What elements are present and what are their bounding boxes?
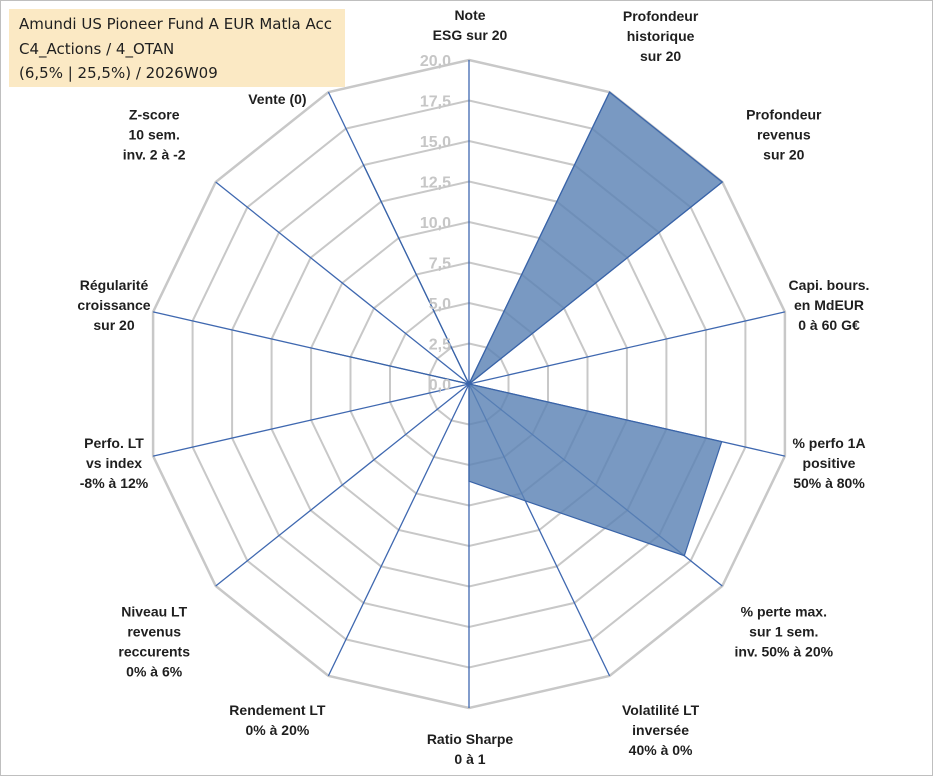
axis-label-4-line-2: 50% à 80% [793, 475, 865, 491]
axis-spoke-9 [215, 383, 470, 587]
axis-label-12-line-2: inv. 2 à -2 [123, 146, 186, 162]
axis-label-6-line-1: inversée [632, 722, 689, 738]
tick-label-8: 20,0 [420, 53, 451, 70]
axis-label-5-line-2: inv. 50% à 20% [735, 644, 834, 660]
axis-label-11-line-1: croissance [77, 297, 150, 313]
axis-label-3-line-1: en MdEUR [794, 297, 864, 313]
axis-label-7: Ratio Sharpe 0 à 1 [427, 731, 514, 767]
axis-label-4-line-1: positive [803, 455, 856, 471]
axis-label-9: Niveau LT revenus reccurents 0% à 6% [118, 604, 190, 680]
axis-label-6: Volatilité LT inversée 40% à 0% [622, 702, 700, 758]
axis-label-2: Profondeur revenus sur 20 [746, 106, 822, 162]
axis-label-10-line-1: vs index [86, 455, 142, 471]
series-layer [326, 91, 724, 557]
tick-label-4: 10,0 [420, 215, 451, 232]
tick-label-3: 7,5 [429, 256, 451, 273]
axis-label-3: Capi. bours. en MdEUR 0 à 60 G€ [789, 277, 870, 333]
axis-spoke-8 [327, 383, 470, 677]
axis-label-12-line-0: Z-score [129, 106, 180, 122]
axis-label-5-line-1: sur 1 sem. [749, 624, 818, 640]
axis-label-9-line-0: Niveau LT [121, 604, 187, 620]
tick-label-0: 0,0 [429, 377, 451, 394]
axis-label-6-line-2: 40% à 0% [629, 742, 693, 758]
chart-title-period: (6,5% | 25,5%) / 2026W09 [19, 64, 218, 82]
chart-title-fund: Amundi US Pioneer Fund A EUR Matla Acc [19, 15, 332, 33]
tick-label-6: 15,0 [420, 134, 451, 151]
axis-label-10-line-2: -8% à 12% [80, 475, 149, 491]
axis-label-5: % perte max. sur 1 sem. inv. 50% à 20% [735, 604, 834, 660]
axis-label-7-line-0: Ratio Sharpe [427, 731, 514, 747]
axis-label-8-line-0: Rendement LT [229, 702, 326, 718]
axis-label-4-line-0: % perfo 1A [792, 435, 865, 451]
axis-label-3-line-2: 0 à 60 G€ [798, 317, 860, 333]
axis-label-5-line-0: % perte max. [741, 604, 827, 620]
axis-label-9-line-2: reccurents [118, 644, 190, 660]
tick-label-2: 5,0 [429, 296, 451, 313]
axis-label-10-line-0: Perfo. LT [84, 435, 144, 451]
tick-label-5: 12,5 [420, 175, 451, 192]
axis-label-9-line-3: 0% à 6% [126, 664, 183, 680]
axis-label-0-line-0: Note [454, 7, 485, 23]
axis-label-3-line-0: Capi. bours. [789, 277, 870, 293]
tick-label-1: 2,5 [429, 337, 451, 354]
axis-label-2-line-1: revenus [757, 126, 811, 142]
axis-label-10: Perfo. LT vs index -8% à 12% [80, 435, 149, 491]
axis-spoke-3 [468, 311, 786, 385]
axis-label-12: Z-score 10 sem. inv. 2 à -2 [123, 106, 186, 162]
axis-label-1-line-2: sur 20 [640, 48, 681, 64]
axis-spoke-10 [152, 383, 470, 457]
axis-label-7-line-1: 0 à 1 [454, 751, 485, 767]
axis-label-12-line-1: 10 sem. [129, 126, 180, 142]
axis-label-13-line-2: Vente (0) [248, 91, 306, 107]
axis-label-0-line-1: ESG sur 20 [433, 27, 508, 43]
axis-label-2-line-0: Profondeur [746, 106, 822, 122]
axis-label-9-line-1: revenus [127, 624, 181, 640]
axis-label-0: Note ESG sur 20 [433, 7, 508, 43]
axis-label-11: Régularité croissance sur 20 [77, 277, 150, 333]
axis-label-4: % perfo 1A positive 50% à 80% [792, 435, 865, 491]
axis-spoke-12 [215, 181, 470, 385]
chart-title-box: Amundi US Pioneer Fund A EUR Matla Acc C… [9, 9, 345, 87]
label-layer: Note ESG sur 20 Profondeur historique sur 20… [77, 7, 869, 767]
axis-label-6-line-0: Volatilité LT [622, 702, 700, 718]
chart-title-category: C4_Actions / 4_OTAN [19, 40, 175, 58]
tick-label-7: 17,5 [420, 94, 451, 111]
series-area-0 [326, 91, 724, 557]
axis-label-1-line-0: Profondeur [623, 8, 699, 24]
axis-label-11-line-0: Régularité [80, 277, 149, 293]
axis-label-8: Rendement LT 0% à 20% [229, 702, 326, 738]
axis-label-8-line-1: 0% à 20% [245, 722, 309, 738]
tick-layer: 0,0 2,5 5,0 7,5 10,0 12,5 15,0 17,5 20,0 [420, 53, 451, 394]
axis-label-11-line-2: sur 20 [93, 317, 134, 333]
axis-label-1: Profondeur historique sur 20 [623, 8, 699, 64]
axis-label-1-line-1: historique [627, 28, 695, 44]
axis-label-2-line-2: sur 20 [763, 146, 804, 162]
